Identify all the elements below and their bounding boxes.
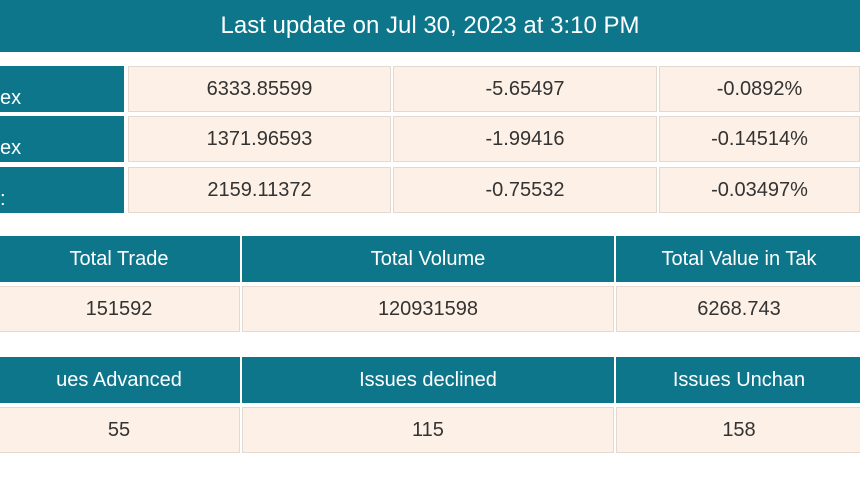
update-banner: Last update on Jul 30, 2023 at 3:10 PM: [0, 0, 860, 52]
index-name: :: [0, 167, 124, 213]
summary-value: 6268.743: [616, 286, 860, 332]
index-value: -5.65497: [393, 66, 657, 112]
summary-header: Total Trade: [0, 236, 240, 282]
index-value: -0.14514%: [659, 116, 860, 162]
summary-header: ues Advanced: [0, 357, 240, 403]
index-value: 2159.11372: [128, 167, 391, 213]
summary-value: 115: [242, 407, 614, 453]
summary-header: Issues Unchan: [616, 357, 860, 403]
index-name: ex: [0, 116, 124, 162]
summary-value: 158: [616, 407, 860, 453]
summary-value: 55: [0, 407, 240, 453]
index-value: -0.75532: [393, 167, 657, 213]
index-value: 1371.96593: [128, 116, 391, 162]
summary-header: Total Value in Tak: [616, 236, 860, 282]
summary-value: 151592: [0, 286, 240, 332]
index-value: -1.99416: [393, 116, 657, 162]
index-value: -0.03497%: [659, 167, 860, 213]
summary-header: Total Volume: [242, 236, 614, 282]
index-value: 6333.85599: [128, 66, 391, 112]
summary-header: Issues declined: [242, 357, 614, 403]
index-value: -0.0892%: [659, 66, 860, 112]
index-name: ex: [0, 66, 124, 112]
summary-value: 120931598: [242, 286, 614, 332]
